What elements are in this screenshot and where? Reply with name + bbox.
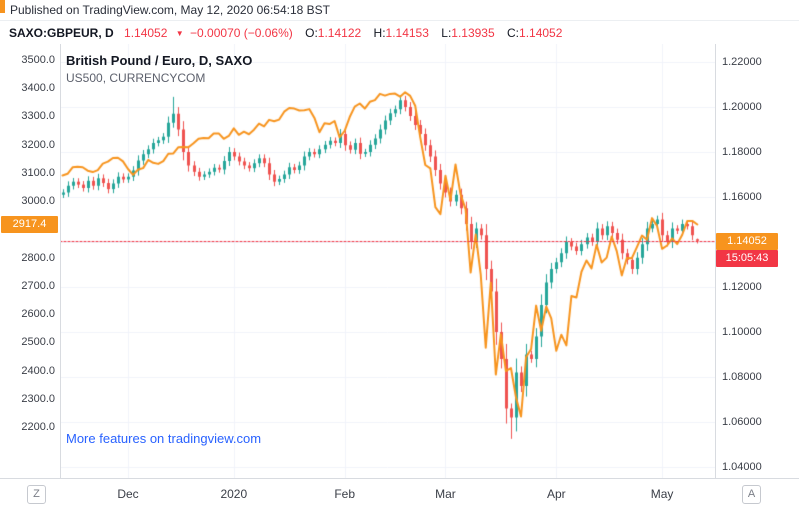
countdown-tag: 15:05:43 [716,250,778,267]
left-axis-border [60,44,61,478]
left-axis-tick: 2300.0 [21,393,55,405]
left-axis-tick: 2400.0 [21,365,55,377]
left-axis-tick: 3100.0 [21,167,55,179]
chart-subtitle: US500, CURRENCYCOM [66,71,206,85]
down-arrow-icon: ▼ [175,29,184,38]
corner-accent [0,0,5,13]
close-label: C: [507,26,520,40]
price-chart-canvas[interactable] [60,44,715,478]
left-axis-tick: 3300.0 [21,110,55,122]
time-axis-label: Feb [334,487,356,501]
open-value: 1.14122 [317,26,362,40]
high-label: H: [373,26,386,40]
symbol-legend: SAXO:GBPEUR, D 1.14052 ▼ −0.00070 (−0.06… [9,23,562,43]
chart-title: British Pound / Euro, D, SAXO [66,53,253,68]
watermark-link[interactable]: More features on tradingview.com [66,431,262,446]
symbol-name[interactable]: SAXO:GBPEUR, D [9,26,114,40]
left-axis-tick: 2600.0 [21,308,55,320]
time-axis-label: Dec [117,487,139,501]
published-header: Published on TradingView.com, May 12, 20… [0,0,799,21]
time-axis-label: Apr [546,487,566,501]
last-price: 1.14052 [124,26,168,40]
right-axis-tick: 1.20000 [722,101,762,113]
left-axis-tick: 2700.0 [21,280,55,292]
left-axis-tick: 3500.0 [21,54,55,66]
time-axis-label: Mar [435,487,456,501]
high-value: 1.14153 [385,26,429,40]
right-axis-tick: 1.16000 [722,191,762,203]
gbpeur-price-tag: 1.14052 [716,233,778,250]
open-label: O: [305,26,318,40]
right-axis-tick: 1.18000 [722,146,762,158]
right-axis-tick: 1.12000 [722,281,762,293]
time-axis-label: May [650,487,674,501]
z-button[interactable]: Z [27,485,46,504]
low-label: L: [441,26,452,40]
us500-price-tag: 2917.4 [1,216,58,233]
left-axis-tick: 3400.0 [21,82,55,94]
right-axis-tick: 1.10000 [722,326,762,338]
price-change: −0.00070 (−0.06%) [190,26,293,40]
right-axis-border [715,44,716,478]
low-value: 1.13935 [451,26,495,40]
left-axis-tick: 2200.0 [21,421,55,433]
right-axis-tick: 1.06000 [722,416,762,428]
published-text: Published on TradingView.com, May 12, 20… [10,3,330,17]
left-axis-tick: 3000.0 [21,195,55,207]
left-axis-tick: 3200.0 [21,139,55,151]
a-button[interactable]: A [742,485,761,504]
time-axis-label: 2020 [220,487,248,501]
right-axis-tick: 1.08000 [722,371,762,383]
left-axis-tick: 2800.0 [21,252,55,264]
right-axis-tick: 1.04000 [722,461,762,473]
right-axis-tick: 1.22000 [722,56,762,68]
close-value: 1.14052 [519,26,563,40]
time-axis-border [0,478,799,479]
left-axis-tick: 2500.0 [21,336,55,348]
